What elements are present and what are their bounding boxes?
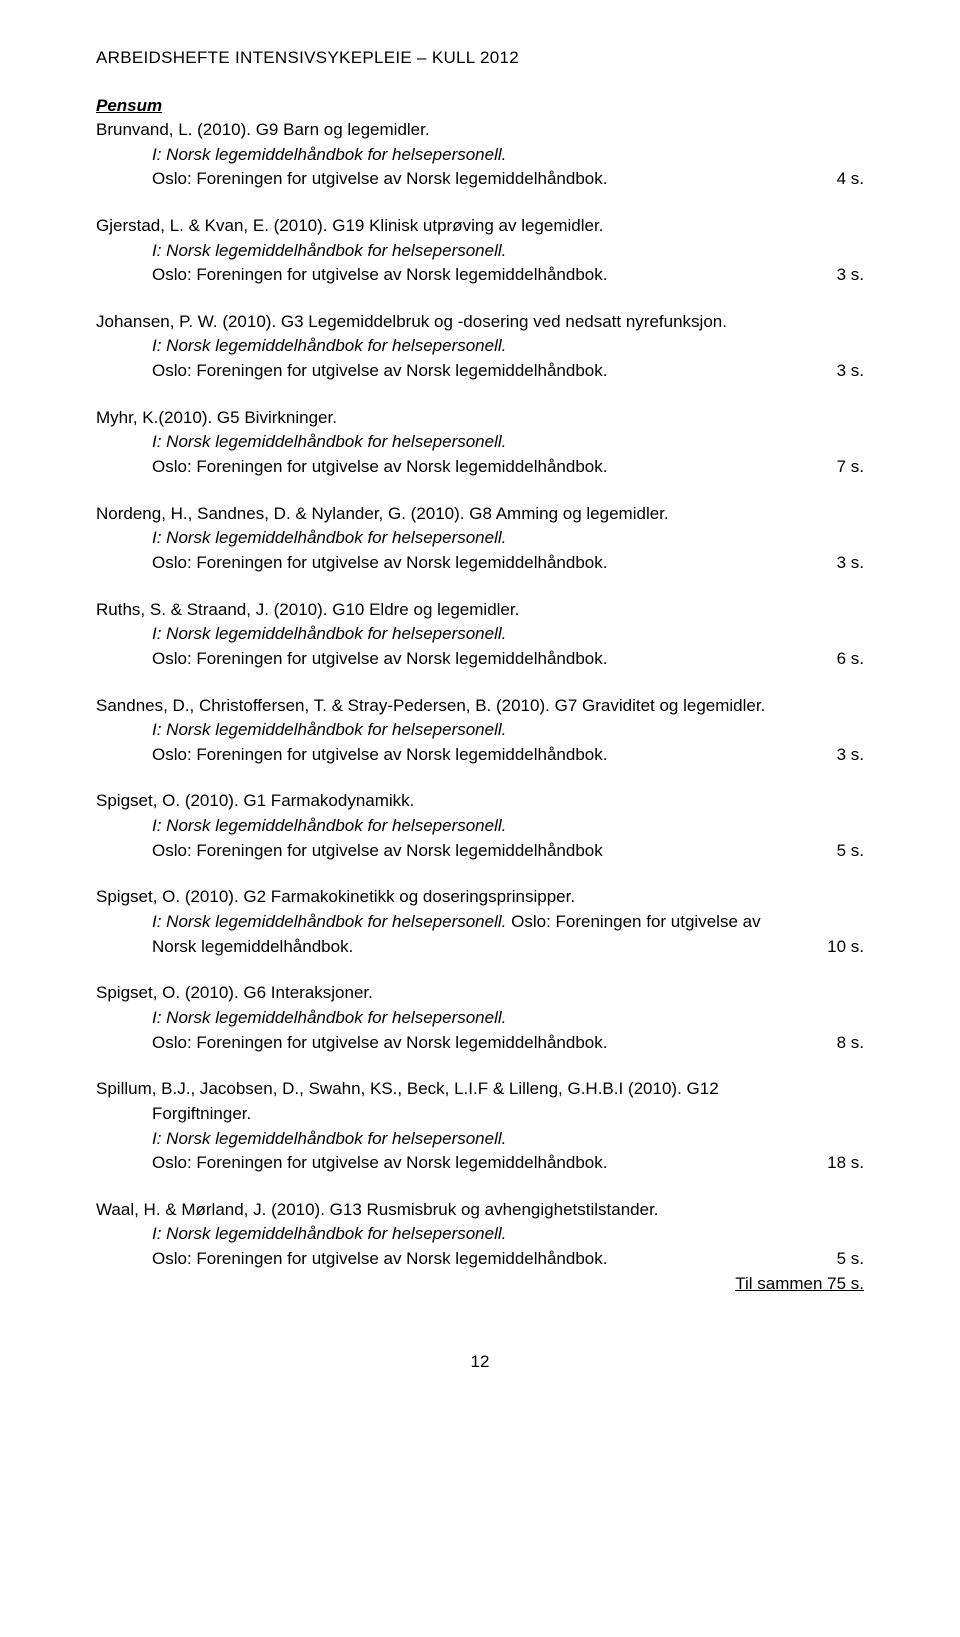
entry-title: Spillum, B.J., Jacobsen, D., Swahn, KS.,… (96, 1077, 864, 1102)
bibliography-entry: Spigset, O. (2010). G2 Farmakokinetikk o… (96, 885, 864, 959)
handbook-source: I: Norsk legemiddelhåndbok for helsepers… (152, 1006, 864, 1031)
page-count: 10 s. (803, 935, 864, 960)
publisher-line: Oslo: Foreningen for utgivelse av Norsk … (152, 1247, 813, 1272)
publisher-inline: Oslo: Foreningen for utgivelse av (511, 912, 760, 931)
page-count: 3 s. (813, 263, 864, 288)
page-count: 6 s. (813, 647, 864, 672)
publisher-line: Oslo: Foreningen for utgivelse av Norsk … (152, 1031, 813, 1056)
handbook-source: I: Norsk legemiddelhåndbok for helsepers… (152, 1127, 864, 1152)
publisher-line: Oslo: Foreningen for utgivelse av Norsk … (152, 359, 813, 384)
bibliography-entry: Myhr, K.(2010). G5 Bivirkninger. I: Nors… (96, 406, 864, 480)
page-count: 18 s. (803, 1151, 864, 1176)
handbook-source: I: Norsk legemiddelhåndbok for helsepers… (152, 718, 864, 743)
handbook-source: I: Norsk legemiddelhåndbok for helsepers… (152, 526, 864, 551)
page-count: 8 s. (813, 1031, 864, 1056)
bibliography-entry: Spigset, O. (2010). G6 Interaksjoner. I:… (96, 981, 864, 1055)
entry-title-continued: Forgiftninger. (152, 1102, 864, 1127)
publisher-line: Oslo: Foreningen for utgivelse av Norsk … (152, 839, 813, 864)
page-count: 5 s. (813, 839, 864, 864)
bibliography-entry: Gjerstad, L. & Kvan, E. (2010). G19 Klin… (96, 214, 864, 288)
publisher-line: Oslo: Foreningen for utgivelse av Norsk … (152, 743, 813, 768)
handbook-source: I: Norsk legemiddelhåndbok for helsepers… (152, 1222, 864, 1247)
entry-title: Spigset, O. (2010). G2 Farmakokinetikk o… (96, 885, 864, 910)
handbook-source: I: Norsk legemiddelhåndbok for helsepers… (152, 622, 864, 647)
entry-title: Brunvand, L. (2010). G9 Barn og legemidl… (96, 118, 864, 143)
publisher-line: Norsk legemiddelhåndbok. (152, 935, 803, 960)
entry-title: Ruths, S. & Straand, J. (2010). G10 Eldr… (96, 598, 864, 623)
publisher-line: Oslo: Foreningen for utgivelse av Norsk … (152, 1151, 803, 1176)
page-count: 7 s. (813, 455, 864, 480)
publisher-line: Oslo: Foreningen for utgivelse av Norsk … (152, 263, 813, 288)
publisher-line: Oslo: Foreningen for utgivelse av Norsk … (152, 167, 813, 192)
handbook-source: I: Norsk legemiddelhåndbok for helsepers… (152, 143, 864, 168)
entry-title: Johansen, P. W. (2010). G3 Legemiddelbru… (96, 310, 864, 335)
page-count: 5 s. (813, 1247, 864, 1272)
bibliography-entry: Ruths, S. & Straand, J. (2010). G10 Eldr… (96, 598, 864, 672)
publisher-line: Oslo: Foreningen for utgivelse av Norsk … (152, 455, 813, 480)
bibliography-entry: Sandnes, D., Christoffersen, T. & Stray-… (96, 694, 864, 768)
handbook-source: I: Norsk legemiddelhåndbok for helsepers… (152, 912, 506, 931)
bibliography-entry: Nordeng, H., Sandnes, D. & Nylander, G. … (96, 502, 864, 576)
page-count: 4 s. (813, 167, 864, 192)
bibliography-entry: Waal, H. & Mørland, J. (2010). G13 Rusmi… (96, 1198, 864, 1297)
publisher-line: Oslo: Foreningen for utgivelse av Norsk … (152, 551, 813, 576)
entry-title: Spigset, O. (2010). G1 Farmakodynamikk. (96, 789, 864, 814)
handbook-source: I: Norsk legemiddelhåndbok for helsepers… (152, 334, 864, 359)
page-number: 12 (96, 1352, 864, 1372)
handbook-source: I: Norsk legemiddelhåndbok for helsepers… (152, 430, 864, 455)
entry-title: Nordeng, H., Sandnes, D. & Nylander, G. … (96, 502, 864, 527)
page-count: 3 s. (813, 743, 864, 768)
page-count: 3 s. (813, 551, 864, 576)
document-header: ARBEIDSHEFTE INTENSIVSYKEPLEIE – KULL 20… (96, 48, 864, 68)
section-title-pensum: Pensum (96, 96, 864, 116)
publisher-line: Oslo: Foreningen for utgivelse av Norsk … (152, 647, 813, 672)
page-count: 3 s. (813, 359, 864, 384)
bibliography-entry: Johansen, P. W. (2010). G3 Legemiddelbru… (96, 310, 864, 384)
page: ARBEIDSHEFTE INTENSIVSYKEPLEIE – KULL 20… (0, 0, 960, 1420)
handbook-source: I: Norsk legemiddelhåndbok for helsepers… (152, 814, 864, 839)
entry-title: Myhr, K.(2010). G5 Bivirkninger. (96, 406, 864, 431)
bibliography-entry: Spigset, O. (2010). G1 Farmakodynamikk. … (96, 789, 864, 863)
bibliography-entry: Spillum, B.J., Jacobsen, D., Swahn, KS.,… (96, 1077, 864, 1176)
bibliography-entry: Brunvand, L. (2010). G9 Barn og legemidl… (96, 118, 864, 192)
entry-title: Gjerstad, L. & Kvan, E. (2010). G19 Klin… (96, 214, 864, 239)
entry-title: Spigset, O. (2010). G6 Interaksjoner. (96, 981, 864, 1006)
entry-title: Waal, H. & Mørland, J. (2010). G13 Rusmi… (96, 1198, 864, 1223)
handbook-source: I: Norsk legemiddelhåndbok for helsepers… (152, 239, 864, 264)
total-pages: Til sammen 75 s. (711, 1272, 864, 1297)
entry-title: Sandnes, D., Christoffersen, T. & Stray-… (96, 694, 864, 719)
